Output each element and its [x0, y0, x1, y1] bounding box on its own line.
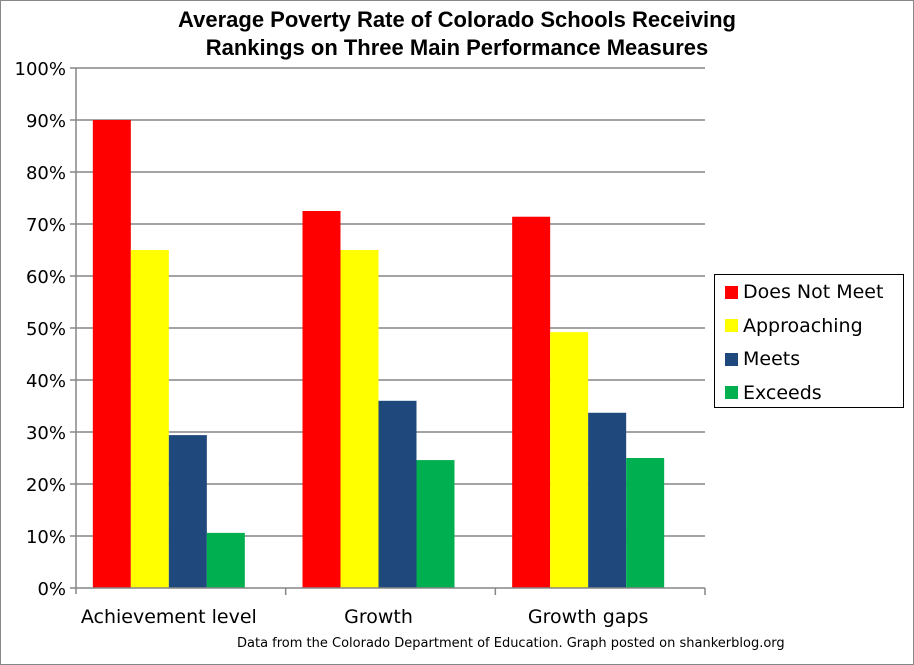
- x-tick-label: Achievement level: [81, 606, 257, 628]
- bar-meets: [588, 412, 627, 588]
- source-note: Data from the Colorado Department of Edu…: [237, 636, 785, 651]
- x-tick-label: Growth: [344, 606, 413, 628]
- chart-title: Average Poverty Rate of Colorado Schools…: [0, 6, 914, 62]
- bar-exceeds: [416, 460, 455, 588]
- legend-item: Meets: [725, 347, 800, 371]
- bar-does-not-meet: [302, 211, 341, 588]
- legend-item: Exceeds: [725, 381, 822, 405]
- bar-meets: [168, 435, 207, 588]
- bar-exceeds: [206, 532, 245, 588]
- y-tick-label: 20%: [26, 475, 66, 496]
- bar-approaching: [130, 250, 169, 588]
- bar-approaching: [550, 332, 589, 588]
- axes: [70, 67, 706, 595]
- bar-exceeds: [626, 458, 665, 588]
- y-tick-label: 90%: [26, 111, 66, 132]
- x-axis-labels: Achievement level Growth Growth gaps: [81, 606, 649, 628]
- y-tick-label: 10%: [26, 527, 66, 548]
- chart-title-line-1: Average Poverty Rate of Colorado Schools…: [178, 7, 736, 32]
- legend-swatch: [725, 352, 738, 366]
- legend-item: Approaching: [725, 314, 863, 338]
- legend-label: Meets: [743, 348, 801, 370]
- y-tick-label: 100%: [15, 59, 66, 80]
- bars: [92, 120, 665, 588]
- y-axis-ticks: 0% 10% 20% 30% 40% 50% 60% 70% 80% 90% 100%: [15, 59, 66, 600]
- legend-swatch: [725, 285, 738, 299]
- y-tick-label: 80%: [26, 163, 66, 184]
- y-tick-label: 40%: [26, 371, 66, 392]
- y-tick-label: 70%: [26, 215, 66, 236]
- bar-does-not-meet: [92, 120, 131, 588]
- chart-title-line-2: Rankings on Three Main Performance Measu…: [205, 35, 709, 60]
- legend-swatch: [725, 386, 738, 399]
- legend-item: Does Not Meet: [725, 280, 883, 304]
- y-tick-label: 30%: [26, 423, 66, 444]
- legend-label: Does Not Meet: [743, 281, 884, 303]
- legend: Does Not Meet Approaching Meets Exceeds: [714, 274, 904, 408]
- x-tick-label: Growth gaps: [528, 606, 648, 628]
- y-tick-label: 0%: [37, 579, 66, 600]
- legend-label: Exceeds: [743, 381, 822, 404]
- bar-does-not-meet: [512, 216, 551, 588]
- bar-meets: [378, 400, 417, 588]
- legend-swatch: [725, 319, 738, 332]
- y-tick-label: 60%: [26, 267, 66, 288]
- bar-approaching: [340, 250, 379, 588]
- legend-label: Approaching: [743, 314, 863, 337]
- y-tick-label: 50%: [26, 319, 66, 340]
